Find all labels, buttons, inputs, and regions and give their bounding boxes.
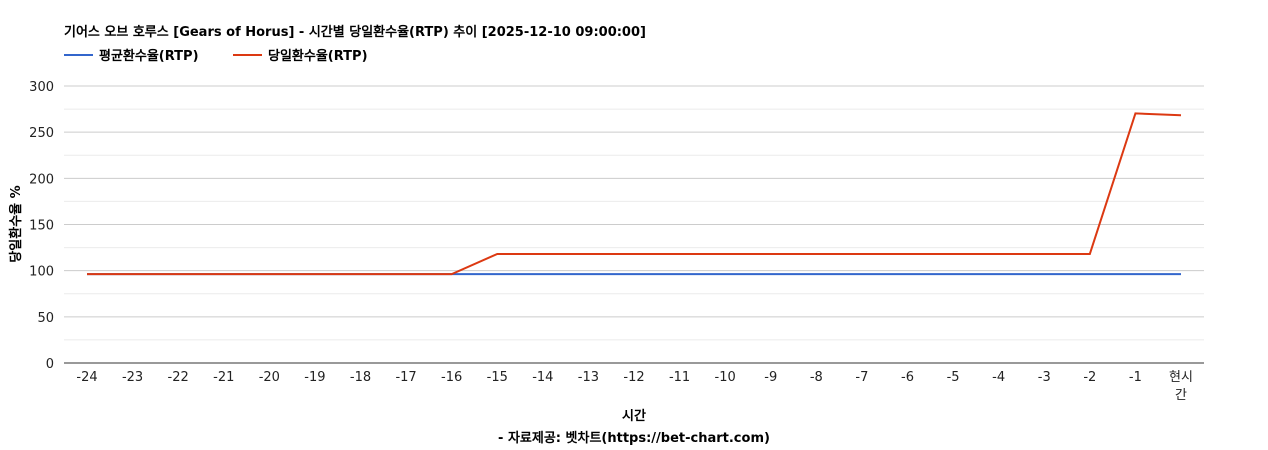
y-tick-label: 150 bbox=[29, 219, 54, 234]
x-tick-label: -15 bbox=[487, 370, 508, 385]
x-tick-label: -6 bbox=[901, 370, 914, 385]
chart-title: 기어스 오브 호루스 [Gears of Horus] - 시간별 당일환수율(… bbox=[64, 24, 646, 40]
x-axis-title: 시간 bbox=[622, 408, 646, 424]
x-tick-label: -21 bbox=[213, 370, 234, 385]
x-tick-label: -19 bbox=[304, 370, 325, 385]
gridlines bbox=[64, 85, 1204, 364]
x-tick-label: -10 bbox=[715, 370, 736, 385]
x-tick-label: -12 bbox=[623, 370, 644, 385]
x-tick-label: -13 bbox=[578, 370, 599, 385]
x-tick-label: -2 bbox=[1083, 370, 1096, 385]
legend-label: 평균환수율(RTP) bbox=[99, 48, 199, 64]
x-tick-label: -18 bbox=[350, 370, 371, 385]
y-axis-ticks: 0 50 100 150 200 250 300 bbox=[29, 80, 54, 372]
x-tick-line: 간 bbox=[1175, 388, 1187, 403]
legend-label: 당일환수율(RTP) bbox=[268, 48, 368, 64]
x-tick-label: -22 bbox=[168, 370, 189, 385]
x-tick-label: -8 bbox=[810, 370, 823, 385]
x-tick-label: -11 bbox=[669, 370, 690, 385]
x-tick-label: -17 bbox=[395, 370, 416, 385]
x-tick-label: -16 bbox=[441, 370, 462, 385]
x-axis-ticks: -24 -23 -22 -21 -20 -19 -18 -17 -16 -15 -14 -13 -12 -… bbox=[76, 370, 1193, 403]
x-tick-label: -4 bbox=[992, 370, 1005, 385]
x-tick-label: -1 bbox=[1129, 370, 1142, 385]
y-tick-label: 100 bbox=[29, 265, 54, 280]
x-tick-label: -14 bbox=[532, 370, 553, 385]
y-tick-label: 300 bbox=[29, 80, 54, 95]
x-tick-label: -20 bbox=[259, 370, 280, 385]
y-tick-label: 50 bbox=[37, 311, 54, 326]
series-line-2 bbox=[87, 112, 1182, 276]
x-tick-label: -24 bbox=[76, 370, 97, 385]
y-tick-label: 0 bbox=[46, 357, 54, 372]
x-tick-label: -5 bbox=[947, 370, 960, 385]
y-tick-label: 200 bbox=[29, 172, 54, 187]
x-tick-label: -23 bbox=[122, 370, 143, 385]
x-tick-label: -7 bbox=[855, 370, 868, 385]
source-credit: - 자료제공: 벳차트(https://bet-chart.com) bbox=[498, 430, 770, 446]
x-tick-label: -3 bbox=[1038, 370, 1051, 385]
series-lines bbox=[87, 112, 1182, 276]
y-tick-label: 250 bbox=[29, 126, 54, 141]
legend: 평균환수율(RTP) 당일환수율(RTP) bbox=[64, 48, 368, 64]
y-axis-title: 당일환수율 % bbox=[8, 185, 24, 262]
x-tick-label: -9 bbox=[764, 370, 777, 385]
x-tick-line: 현시 bbox=[1169, 370, 1193, 385]
